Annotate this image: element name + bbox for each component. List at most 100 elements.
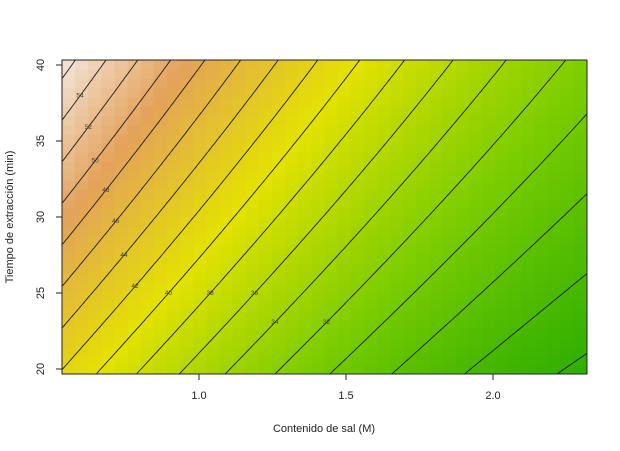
heat-cell [521,355,536,366]
heat-cell [416,87,431,98]
heat-cell [311,300,326,310]
heat-cell [468,133,483,144]
heat-cell [468,355,483,366]
heat-cell [455,327,470,338]
heat-cell [88,290,102,301]
heat-cell [311,161,326,172]
heat-cell [350,281,365,292]
heat-cell [547,263,562,274]
heat-cell [560,161,575,172]
heat-cell [337,281,352,292]
heat-cell [521,207,536,218]
heat-cell [272,115,286,126]
heat-cell [363,355,378,366]
heat-cell [377,337,391,347]
heat-cell [114,87,129,98]
heat-cell [337,96,352,107]
contour-line [224,60,507,374]
heat-cell [258,244,273,255]
heat-cell [140,309,155,320]
heat-cell [311,207,326,218]
heat-cell [495,309,509,320]
heat-cell [573,152,587,163]
heat-cell [560,217,575,227]
heat-cell [285,263,299,274]
heat-cell [403,244,417,255]
y-tick-label: 25 [35,287,47,299]
heat-cell [62,133,76,144]
heat-cell [508,235,522,246]
heat-cell [311,235,326,246]
heat-cell [153,272,168,283]
heat-cell [547,337,562,347]
heat-cell [442,290,457,301]
heat-cell [442,226,457,237]
heat-cell [521,143,536,153]
heat-cell [350,217,365,227]
heat-cell [350,309,365,320]
heat-cell [534,300,549,310]
heat-cell [337,290,352,301]
heat-cell [521,263,536,274]
heat-cell [573,327,587,338]
heat-cell [521,69,536,80]
heat-cell [324,198,339,209]
heat-cell [416,244,431,255]
heat-cell [167,355,181,366]
heat-cell [455,60,470,70]
heat-cell [206,217,221,227]
heat-cell [219,124,234,135]
heat-cell [390,152,404,163]
heat-cell [350,78,365,89]
heat-cell [272,133,286,144]
heat-cell [377,133,391,144]
heat-cell [258,170,273,181]
heat-cell [560,327,575,338]
heat-cell [495,300,509,310]
heat-cell [206,87,221,98]
heat-cell [75,180,89,190]
heat-cell [324,290,339,301]
heat-cell [390,189,404,200]
heat-cell [560,96,575,107]
heat-cell [429,355,444,366]
heat-cell [350,318,365,329]
heat-cell [482,364,496,374]
heat-cell [468,281,483,292]
heat-cell [101,60,116,70]
heat-cell [298,207,312,218]
heat-cell [534,87,549,98]
heat-cell [206,226,221,237]
heat-cell [377,115,391,126]
heat-cell [285,180,299,190]
heat-cell [153,290,168,301]
heat-cell [508,180,522,190]
heat-cell [153,281,168,292]
heat-cell [311,170,326,181]
heat-cell [245,170,260,181]
heat-cell [495,180,509,190]
heat-cell [403,327,417,338]
heat-cell [206,272,221,283]
heat-cell [363,87,378,98]
heat-cell [363,133,378,144]
heat-cell [272,207,286,218]
heat-cell [101,244,116,255]
x-tick-label: 1.5 [338,390,353,402]
heat-cell [219,115,234,126]
contour-label: 42 [131,283,139,290]
heat-cell [272,152,286,163]
heat-cell [285,364,299,374]
heat-cell [140,69,155,80]
heat-cell [272,69,286,80]
heat-cell [547,115,562,126]
heat-cell [508,189,522,200]
heat-cell [232,87,247,98]
heat-cell [350,253,365,264]
heat-cell [350,124,365,135]
heat-cell [508,253,522,264]
heat-cell [455,337,470,347]
heat-cell [337,337,352,347]
heat-cell [573,355,587,366]
heat-cell [232,253,247,264]
